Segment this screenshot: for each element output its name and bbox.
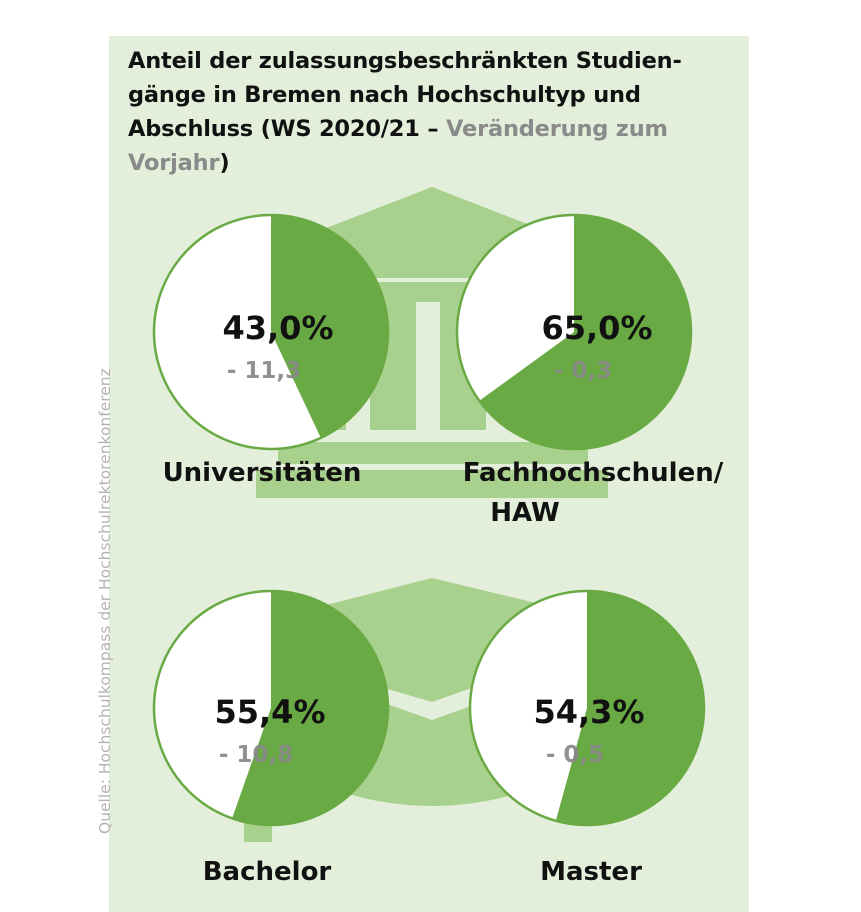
pie-category-label-line: HAW [490, 498, 559, 528]
pie-category-label: Bachelor [203, 857, 332, 887]
pie-slice [271, 215, 388, 438]
pie-value-label: 55,4% [214, 693, 325, 731]
chart-title: Anteil der zulassungsbeschränkten Studie… [128, 44, 708, 180]
pie-chart-3: 55,4% - 10,8 Bachelor [152, 589, 390, 887]
pie-chart-2: 65,0% - 0,3 Fachhochschulen/HAW [455, 213, 724, 528]
pie-category-label-line: Universitäten [163, 458, 362, 488]
pie-chart-4: 54,3% - 0,5 Master [468, 589, 706, 887]
pie-slice [479, 215, 692, 450]
pie-value-label: 65,0% [541, 309, 652, 347]
pie-change-label: - 0,3 [554, 358, 612, 384]
pie-category-label: Universitäten [163, 458, 362, 488]
pie-category-label: Master [540, 857, 642, 887]
pie-change-label: - 10,8 [219, 742, 293, 768]
title-highlight: Veränderung zum Vorjahr [128, 116, 668, 176]
pie-slice [555, 591, 704, 826]
pie-change-label: - 11,3 [227, 358, 301, 384]
pie-change-label: - 0,5 [546, 742, 604, 768]
pie-value-label: 54,3% [533, 693, 644, 731]
pie-chart-1: 43,0% - 11,3 Universitäten [152, 213, 390, 488]
pie-value-label: 43,0% [222, 309, 333, 347]
pie-category-label-line: Bachelor [203, 857, 332, 887]
pie-category-label: Fachhochschulen/HAW [463, 458, 724, 528]
title-end: ) [219, 150, 230, 176]
title-main: Anteil der zulassungsbeschränkten Studie… [128, 48, 682, 142]
pie-category-label-line: Fachhochschulen/ [463, 458, 724, 488]
pie-category-label-line: Master [540, 857, 642, 887]
pie-slice [232, 591, 388, 825]
